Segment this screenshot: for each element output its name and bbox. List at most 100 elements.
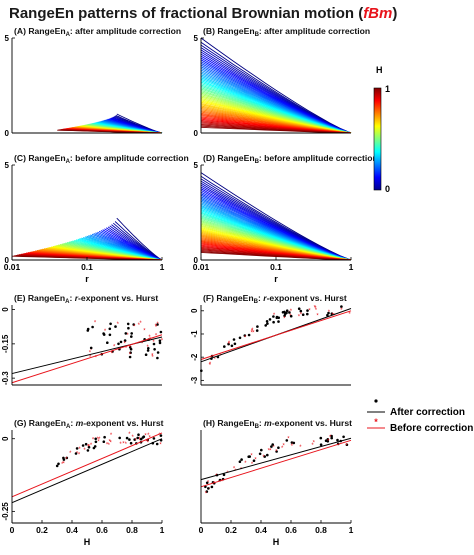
point-before-F: * [214,357,217,363]
point-after-E [130,332,133,335]
fit-before-F [200,310,352,360]
x-axis-label-C: r [85,274,89,284]
point-before-G: * [122,441,125,447]
legend-before-marker: * [374,417,378,427]
panel-B: (B) RangeEnB: after amplitude correction… [194,26,371,138]
point-before-F: * [244,336,247,342]
panel-title-prefix: (B) RangeEn [203,26,255,36]
point-before-G: * [97,439,100,445]
panel-title-suffix: : [70,418,75,428]
point-before-E: * [152,340,155,346]
point-before-G: * [159,442,162,448]
point-before-G: * [87,445,90,451]
point-before-H: * [205,491,208,497]
point-before-H: * [215,474,218,480]
panel-title-H: (H) RangeEnB: m-exponent vs. Hurst [203,418,352,430]
fit-before-H [200,439,352,488]
point-after-F [230,344,234,348]
x-tick-label-H: 0.8 [315,525,327,535]
point-after-E [129,347,133,351]
point-before-G: * [106,442,109,448]
y-tick-label-F: 0 [190,308,199,313]
point-after-H [260,448,263,452]
point-after-G [152,437,156,440]
point-before-H: * [208,488,211,494]
point-before-G: * [61,462,64,468]
point-before-H: * [233,467,236,473]
point-before-F: * [227,344,230,350]
point-before-G: * [110,433,113,439]
panel-D: (D) RangeEnB: before amplitude correctio… [193,153,378,284]
panel-title-suffix: : after amplitude correction [70,26,181,36]
point-before-F: * [348,312,351,318]
x-tick-label-D: 0.01 [193,262,210,272]
point-before-H: * [281,446,284,452]
point-after-E [119,340,123,344]
point-after-H [336,438,339,442]
point-before-H: * [262,455,265,461]
panels-group: (A) RangeEnA: after amplitude correction… [1,26,378,547]
point-after-F [272,315,275,318]
y-tick-label-C: 0 [5,256,10,265]
point-after-H [252,459,256,463]
point-after-H [271,443,275,446]
panel-title-prefix: (D) RangeEn [203,153,255,163]
point-after-G [94,437,97,441]
point-after-H [319,436,323,440]
y-tick-label-C: 5 [5,161,10,170]
point-after-E [158,341,162,345]
point-before-G: * [78,452,81,458]
panel-title-prefix: (F) RangeEn [203,293,254,303]
point-before-G: * [138,437,141,443]
point-after-F [256,325,259,328]
point-before-H: * [250,454,253,460]
point-after-E [156,356,159,360]
x-tick-label-G: 1 [160,525,165,535]
legend-after-marker [374,399,378,403]
point-after-F [243,334,247,337]
panel-G: (G) RangeEnA: m-exponent vs. Hurst*** ***… [1,418,165,547]
point-before-H: * [234,469,237,475]
point-after-E [153,348,156,351]
point-after-G [87,445,91,449]
point-after-F [281,311,285,314]
point-after-F [301,313,305,317]
point-before-G: * [147,433,150,439]
point-before-E: * [139,321,142,327]
point-after-F [306,309,309,312]
x-tick-label-G: 0.4 [66,525,78,535]
point-after-E [158,339,162,343]
point-after-F [283,314,286,318]
point-after-E [132,323,135,326]
point-before-H: * [311,443,314,449]
point-after-E [114,325,117,328]
panel-A: (A) RangeEnA: after amplitude correction… [5,26,182,138]
point-after-H [292,441,296,445]
panel-title-italic: m [76,418,84,428]
point-after-H [330,436,334,440]
point-before-F: * [209,363,212,369]
point-before-F: * [308,309,311,315]
point-before-G: * [63,461,66,467]
x-tick-label-D: 0.1 [270,262,282,272]
point-before-G: * [83,448,86,454]
y-tick-label-E: 0 [1,307,10,312]
point-after-F [330,312,334,316]
point-after-E [108,333,112,337]
point-after-H [285,439,289,442]
point-after-E [86,329,90,332]
panel-title-suffix: : [69,293,74,303]
point-before-E: * [151,355,154,361]
point-after-F [285,309,289,313]
point-before-E: * [151,353,154,359]
fit-before-E [11,334,163,384]
panel-title-F: (F) RangeEnB: r-exponent vs. Hurst [203,293,347,305]
y-tick-label-G: -0.25 [1,502,10,521]
point-before-E: * [138,323,141,329]
point-after-G [141,436,145,439]
point-after-F [272,320,275,324]
panel-title-subscript: B [255,159,260,165]
y-tick-label-B: 0 [194,129,199,138]
panel-title-rest: -exponent vs. Hurst [83,418,163,428]
